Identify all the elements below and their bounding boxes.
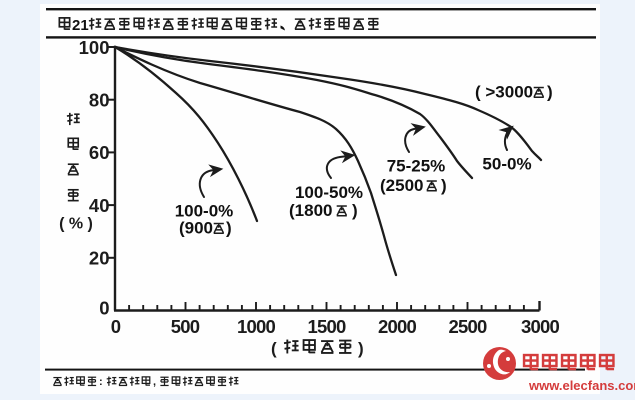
svg-text:3000: 3000	[521, 316, 559, 337]
svg-text:40: 40	[89, 195, 110, 216]
svg-text:80: 80	[89, 90, 110, 111]
svg-text:1000: 1000	[237, 316, 275, 337]
svg-text:100-0%: 100-0%	[175, 202, 234, 221]
svg-text:20: 20	[89, 248, 110, 269]
svg-text:(2500: (2500	[380, 176, 423, 195]
svg-text:,: ,	[153, 376, 156, 388]
svg-text:500: 500	[171, 316, 200, 337]
svg-text:2500: 2500	[449, 316, 487, 337]
svg-text::: :	[99, 376, 103, 388]
svg-text:): )	[352, 201, 358, 220]
svg-text:(900: (900	[179, 219, 213, 238]
svg-text:): )	[358, 339, 364, 358]
svg-text:(: (	[271, 339, 277, 358]
svg-text:www.elecfans.com: www.elecfans.com	[528, 378, 635, 393]
svg-text:0: 0	[111, 316, 121, 337]
svg-text:2000: 2000	[378, 316, 416, 337]
svg-text:(1800: (1800	[289, 201, 332, 220]
svg-text:): )	[226, 219, 232, 238]
svg-text:0: 0	[99, 298, 109, 319]
svg-text:50-0%: 50-0%	[482, 155, 531, 174]
svg-text:100-50%: 100-50%	[295, 183, 363, 202]
svg-text:75-25%: 75-25%	[387, 157, 446, 176]
svg-text:21: 21	[72, 17, 89, 34]
svg-text:100: 100	[79, 37, 110, 58]
svg-text:): )	[441, 176, 447, 195]
svg-text:( % ): ( % )	[59, 215, 93, 232]
svg-text:( >3000: ( >3000	[475, 83, 533, 102]
svg-text:60: 60	[89, 142, 110, 163]
svg-text:1500: 1500	[308, 316, 346, 337]
svg-text:): )	[547, 83, 553, 102]
